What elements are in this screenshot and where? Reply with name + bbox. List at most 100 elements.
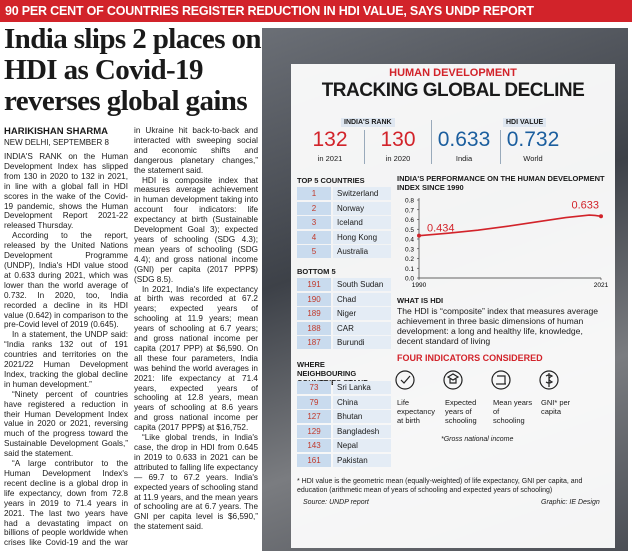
rank: 161 — [297, 453, 331, 467]
indicator-icons — [395, 370, 559, 390]
footnote: * HDI value is the geometric mean (equal… — [297, 478, 583, 494]
rank: 3 — [297, 216, 331, 229]
icon — [446, 373, 460, 384]
paragraph: “A large contributor to the Human Develo… — [4, 126, 258, 548]
rank-caption: in 2020 — [385, 154, 411, 163]
rank-value: 130 — [380, 128, 416, 151]
x-tick-label: 2021 — [594, 282, 609, 289]
country: Hong Kong — [333, 230, 391, 244]
hdi-value: 0.633 — [437, 128, 491, 151]
what-text: The HDI is “composite” index that measur… — [397, 306, 599, 346]
list-heading: WHERE NEIGHBOURING COUNTRIES STAND — [297, 360, 369, 387]
what-heading: WHAT IS HDI — [397, 296, 444, 305]
rank: 129 — [297, 424, 331, 438]
list-row: 4 Hong Kong — [297, 230, 391, 244]
rank: 79 — [297, 395, 331, 409]
list-row: 143 Nepal — [297, 439, 391, 452]
chart: 0.0 0.1 0.2 0.3 0.4 0.5 0.6 0.7 0.8 1990 2021 0.434… — [405, 198, 609, 290]
hdi-caption: India — [455, 154, 473, 163]
list-row: 187 Burundi — [297, 336, 391, 349]
list-row: 189 Niger — [297, 307, 391, 320]
dateline: NEW DELHI, SEPTEMBER 8 — [4, 138, 109, 147]
value-label: 0.434 — [427, 223, 455, 235]
article-body: HARIKISHAN SHARMA NEW DELHI, SEPTEMBER 8… — [4, 126, 258, 549]
list-heading: TOP 5 COUNTRIES — [297, 176, 365, 185]
icon — [496, 375, 506, 385]
rank: 187 — [297, 336, 331, 349]
series-line — [418, 214, 602, 237]
list-row: 188 CAR — [297, 321, 391, 335]
rank-value: 132 — [312, 128, 348, 151]
x-tick-label: 1990 — [412, 282, 427, 289]
y-tick-label: 0.1 — [405, 266, 414, 273]
rank: 191 — [297, 278, 331, 291]
country: Chad — [333, 292, 391, 306]
rank: 127 — [297, 410, 331, 423]
list-row: 161 Pakistan — [297, 453, 391, 467]
rank: 73 — [297, 381, 331, 394]
icon — [491, 370, 511, 390]
list-row: 73 Sri Lanka — [297, 381, 391, 394]
rank: 4 — [297, 230, 331, 244]
hdi-value: 0.732 — [506, 128, 560, 151]
y-tick-label: 0.8 — [405, 198, 414, 205]
list-row: 79 China — [297, 395, 391, 409]
list-row: 1 Switzerland — [297, 187, 391, 200]
y-tick-label: 0.0 — [405, 276, 414, 283]
y-tick-label: 0.3 — [405, 246, 414, 253]
headline: India slips 2 places on HDI as Covid-19 … — [4, 23, 262, 117]
divider — [364, 130, 365, 164]
paragraph: HDI is composite index that measures ave… — [134, 175, 258, 284]
list-row: 127 Bhutan — [297, 410, 391, 423]
divider — [431, 120, 432, 164]
icon — [395, 370, 415, 390]
rank: 189 — [297, 307, 331, 320]
infographic: HUMAN DEVELOPMENT TRACKING GLOBAL DECLIN… — [291, 64, 615, 548]
list-heading: BOTTOM 5 — [297, 267, 336, 276]
indicator-label: Mean years of schooling — [493, 398, 533, 425]
list-row: 129 Bangladesh — [297, 424, 391, 438]
y-tick-label: 0.2 — [405, 256, 414, 263]
rank: 188 — [297, 321, 331, 335]
paragraph: “Like global trends, in India's case, th… — [134, 433, 258, 532]
country: Bhutan — [333, 410, 391, 423]
indicator-label: Life expectancy at birth — [397, 398, 435, 425]
icon — [400, 375, 411, 384]
list-row: 2 Norway — [297, 201, 391, 215]
value-label: 0.633 — [571, 199, 599, 211]
rank: 143 — [297, 439, 331, 452]
country: Sri Lanka — [333, 381, 391, 394]
rank: 5 — [297, 245, 331, 258]
list-row: 191 South Sudan — [297, 278, 391, 291]
rank: 2 — [297, 201, 331, 215]
hdi-label: HDI VALUE — [503, 118, 547, 127]
list-row: 3 Iceland — [297, 216, 391, 229]
source: Source: UNDP report — [303, 499, 369, 506]
y-tick-label: 0.7 — [405, 207, 414, 214]
infographic-title: TRACKING GLOBAL DECLINE — [321, 80, 585, 101]
indicator-label: Expected years of schooling — [445, 398, 477, 425]
indicator-note: *Gross national income — [441, 436, 514, 443]
chart-title: INDIA'S PERFORMANCE ON THE HUMAN DEVELOP… — [397, 174, 605, 192]
kicker: HUMAN DEVELOPMENT — [389, 67, 517, 79]
country: CAR — [333, 321, 391, 335]
country: Burundi — [333, 336, 391, 349]
y-tick-label: 0.6 — [405, 217, 414, 224]
rank-caption: in 2021 — [317, 154, 343, 163]
indicators-heading: FOUR INDICATORS CONSIDERED — [397, 353, 543, 363]
hdi-caption: World — [523, 154, 543, 163]
icon — [539, 370, 559, 390]
country: Norway — [333, 201, 391, 215]
divider — [500, 130, 501, 164]
country: Nepal — [333, 439, 391, 452]
end-point — [599, 214, 603, 219]
paragraph: In a statement, the UNDP said: “India ra… — [4, 330, 128, 389]
paragraph: INDIA'S RANK on the Human Development In… — [4, 152, 128, 231]
country: Switzerland — [333, 187, 391, 200]
country: South Sudan — [333, 278, 391, 291]
rank: 1 — [297, 187, 331, 200]
indicator-label: GNI* per capita — [541, 398, 571, 416]
country: Australia — [333, 245, 391, 258]
banner: 90 PER CENT OF COUNTRIES REGISTER REDUCT… — [0, 0, 632, 22]
